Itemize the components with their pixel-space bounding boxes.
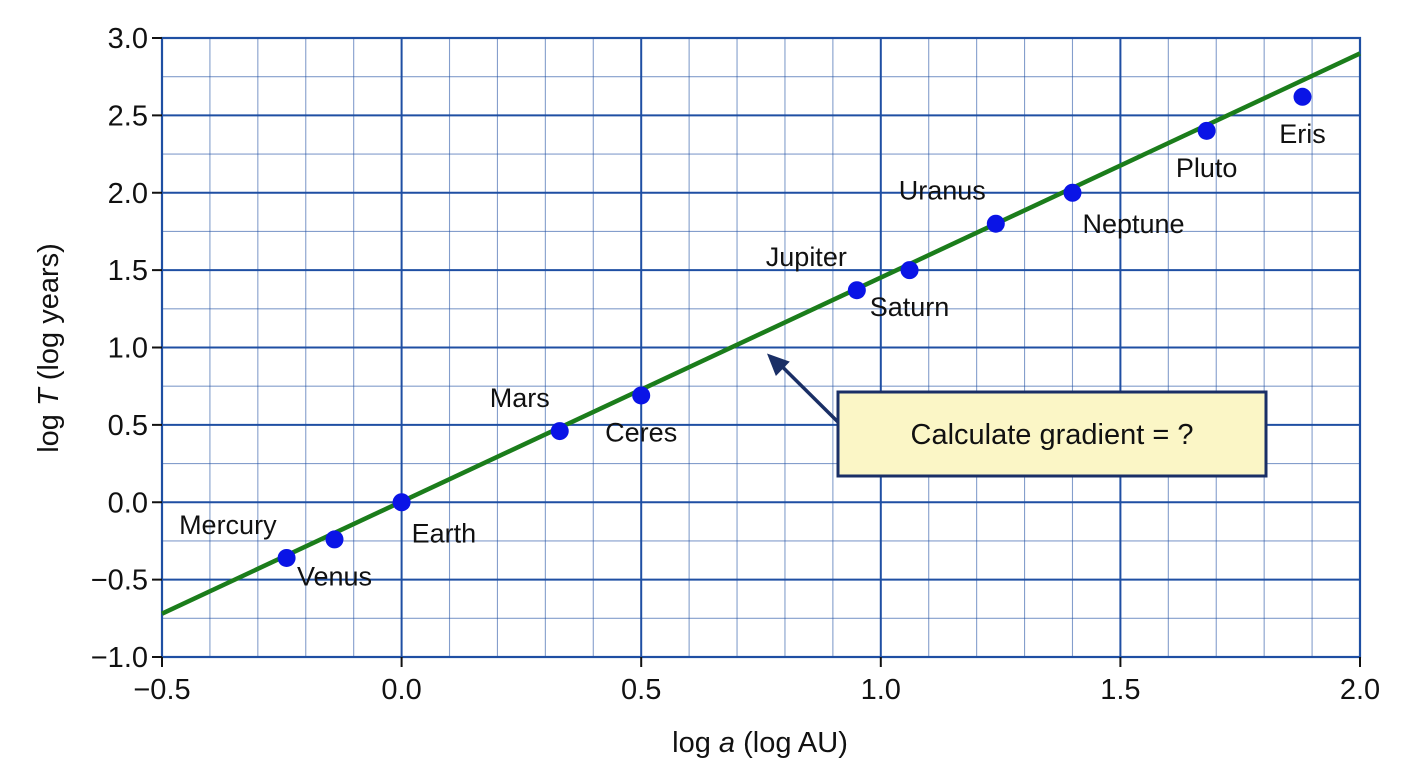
data-points-group bbox=[277, 87, 1312, 567]
x-tick-label: 1.0 bbox=[861, 674, 901, 706]
data-point-neptune bbox=[1063, 183, 1082, 202]
x-tick-label: 0.5 bbox=[621, 674, 661, 706]
y-tick-label: −0.5 bbox=[91, 565, 148, 597]
y-tick-labels: −1.0 −0.5 0.0 0.5 1.0 1.5 2.0 2.5 3.0 bbox=[91, 23, 162, 674]
data-point-jupiter bbox=[847, 281, 866, 300]
best-fit-line bbox=[161, 51, 1361, 616]
point-label-earth: Earth bbox=[412, 518, 477, 548]
point-label-mercury: Mercury bbox=[179, 510, 277, 540]
annotation-text: Calculate gradient = ? bbox=[911, 419, 1194, 451]
gradient-annotation: Calculate gradient = ? bbox=[767, 353, 1268, 478]
point-label-venus: Venus bbox=[297, 561, 372, 591]
y-axis-title-suffix: (log years) bbox=[33, 243, 65, 388]
x-axis-title-prefix: log bbox=[672, 727, 719, 759]
data-point-eris bbox=[1293, 87, 1312, 106]
y-tick-label: −1.0 bbox=[91, 642, 148, 674]
x-axis-title-suffix: (log AU) bbox=[735, 727, 848, 759]
x-tick-label: 1.5 bbox=[1100, 674, 1140, 706]
annotation-box bbox=[836, 390, 1268, 478]
x-tick-label: 2.0 bbox=[1340, 674, 1380, 706]
point-label-pluto: Pluto bbox=[1176, 153, 1238, 183]
y-tick-label: 0.0 bbox=[108, 487, 148, 519]
y-tick-label: 3.0 bbox=[108, 23, 148, 55]
data-point-ceres bbox=[632, 386, 651, 405]
data-point-mercury bbox=[277, 548, 296, 567]
point-label-mars: Mars bbox=[490, 383, 550, 413]
y-tick-label: 1.0 bbox=[108, 333, 148, 365]
x-axis-title: log a (log AU) bbox=[672, 727, 848, 759]
data-point-earth bbox=[392, 493, 411, 512]
y-axis-title-prefix: log bbox=[33, 406, 65, 453]
point-label-neptune: Neptune bbox=[1082, 209, 1184, 239]
annotation-arrow-head bbox=[767, 353, 790, 376]
data-point-pluto bbox=[1197, 121, 1216, 140]
data-point-mars bbox=[550, 422, 569, 441]
y-tick-label: 0.5 bbox=[108, 410, 148, 442]
y-axis-title-var: T bbox=[33, 386, 65, 406]
point-labels-group: Mercury Venus Earth Mars Ceres Jupiter Saturn U… bbox=[179, 119, 1326, 592]
point-label-saturn: Saturn bbox=[870, 292, 950, 322]
best-fit-line-group bbox=[161, 51, 1361, 616]
x-tick-label: −0.5 bbox=[133, 674, 190, 706]
x-tick-labels: −0.5 0.0 0.5 1.0 1.5 2.0 bbox=[133, 657, 1380, 706]
x-tick-label: 0.0 bbox=[381, 674, 421, 706]
data-point-venus bbox=[325, 530, 344, 549]
y-tick-label: 1.5 bbox=[108, 255, 148, 287]
y-tick-label: 2.0 bbox=[108, 178, 148, 210]
data-point-saturn bbox=[900, 261, 919, 280]
point-label-jupiter: Jupiter bbox=[766, 242, 847, 272]
data-point-uranus bbox=[986, 214, 1005, 233]
y-tick-label: 2.5 bbox=[108, 100, 148, 132]
annotation-arrow-shaft bbox=[777, 362, 840, 424]
point-label-eris: Eris bbox=[1279, 119, 1326, 149]
x-axis-title-var: a bbox=[719, 727, 735, 759]
point-label-uranus: Uranus bbox=[899, 176, 986, 206]
point-label-ceres: Ceres bbox=[605, 417, 677, 447]
y-axis-title: log T (log years) bbox=[33, 243, 65, 453]
